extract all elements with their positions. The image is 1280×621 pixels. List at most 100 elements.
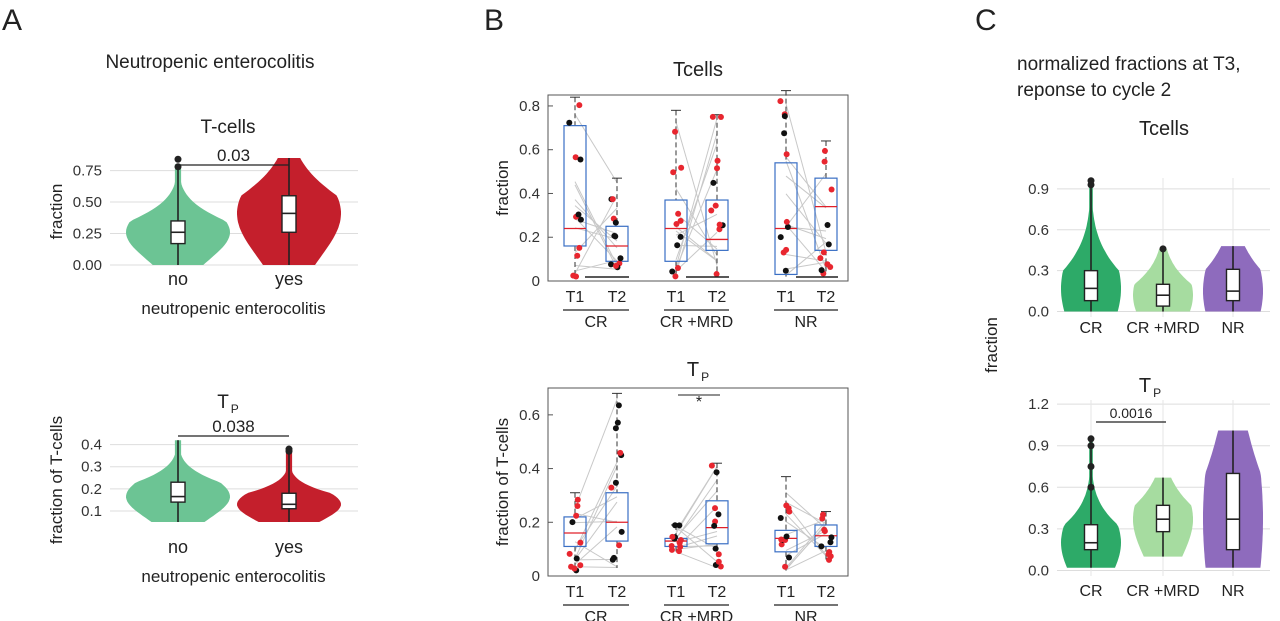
- x-category-label: CR +MRD: [1126, 320, 1199, 337]
- x-category-label: CR: [1079, 583, 1102, 600]
- y-tick-label: 0.4: [519, 185, 540, 202]
- y-axis-label: fraction: [493, 160, 512, 216]
- plot-frame: [547, 94, 849, 282]
- paired-line: [574, 195, 618, 274]
- paired-line: [675, 213, 718, 236]
- group-label: CR: [584, 314, 607, 331]
- data-point: [678, 164, 685, 171]
- paired-line: [574, 264, 618, 270]
- chart-a-tp: 0.1 0.2 0.3 0.4 T P fraction of T-cells no yes ne…: [47, 392, 358, 586]
- paired-line: [574, 461, 618, 551]
- paired-line: [675, 226, 718, 261]
- paired-line: [785, 492, 827, 530]
- y-tick-label: 0.2: [81, 481, 102, 498]
- violin-box: [1225, 268, 1241, 302]
- data-point: [576, 102, 583, 109]
- y-tick-label: 0.9: [1028, 181, 1049, 198]
- data-point: [820, 249, 827, 256]
- paired-line: [675, 543, 718, 550]
- data-point: [608, 261, 615, 268]
- panel-c-letter: C: [975, 4, 997, 37]
- paired-line: [574, 512, 618, 523]
- group-label: CR +MRD: [660, 609, 733, 621]
- paired-line: [785, 224, 827, 240]
- paired-line: [785, 241, 827, 276]
- paired-line: [785, 103, 827, 253]
- data-point: [577, 562, 584, 569]
- box: [605, 225, 629, 262]
- data-point: [824, 221, 831, 228]
- data-point: [715, 558, 722, 565]
- paired-line: [574, 399, 618, 509]
- x-tick-label: T2: [708, 584, 727, 601]
- paired-line: [785, 193, 827, 244]
- data-point: [670, 169, 677, 176]
- paired-line: [785, 520, 827, 569]
- data-point: [566, 550, 573, 557]
- data-point: [672, 128, 679, 135]
- data-point: [827, 553, 834, 560]
- data-point: [566, 119, 573, 126]
- outlier-point: [1087, 442, 1095, 450]
- paired-line: [574, 114, 618, 183]
- paired-line: [785, 501, 827, 525]
- chart-a-tcells: 0.00 0.25 0.50 0.75 T-cells fraction no yes neut…: [47, 117, 358, 318]
- data-point: [577, 156, 584, 163]
- data-point: [574, 502, 581, 509]
- y-tick-label: 0.3: [1028, 521, 1049, 538]
- group-label: NR: [794, 314, 817, 331]
- panel-a-heading: Neutropenic enterocolitis: [105, 52, 314, 73]
- y-axis-label: fraction of T-cells: [493, 418, 512, 546]
- data-point: [668, 546, 675, 553]
- data-point: [573, 512, 580, 519]
- x-axis-label: neutropenic enterocolitis: [141, 299, 325, 318]
- plot-frame: [547, 387, 849, 577]
- data-point: [616, 542, 623, 549]
- data-point: [818, 267, 825, 274]
- y-tick-label: 0.6: [1028, 479, 1049, 496]
- data-point: [669, 533, 676, 540]
- data-point: [783, 151, 790, 158]
- paired-line: [785, 173, 827, 228]
- x-category-label: no: [168, 269, 188, 289]
- data-point: [784, 224, 791, 231]
- y-tick-label: 0.6: [519, 407, 540, 424]
- paired-line: [785, 550, 827, 571]
- data-point: [610, 554, 617, 561]
- x-category-label: yes: [275, 269, 303, 289]
- box: [774, 529, 798, 553]
- data-point: [712, 505, 719, 512]
- data-point: [612, 262, 619, 269]
- chart-title: Tcells: [673, 59, 723, 81]
- violin-box: [1083, 269, 1099, 302]
- outlier-point: [285, 447, 293, 455]
- p-value-label: 0.03: [217, 146, 250, 165]
- paired-line: [574, 205, 618, 242]
- data-point: [577, 539, 584, 546]
- data-point: [576, 244, 583, 251]
- x-category-label: NR: [1221, 320, 1244, 337]
- group-label: NR: [794, 609, 817, 621]
- box: [774, 162, 798, 276]
- data-point: [617, 449, 624, 456]
- data-point: [781, 130, 788, 137]
- data-point: [777, 98, 784, 105]
- data-point: [677, 217, 684, 224]
- y-tick-label: 0.2: [519, 514, 540, 531]
- y-axis-label: fraction of T-cells: [47, 416, 66, 544]
- data-point: [612, 425, 619, 432]
- data-point: [777, 514, 784, 521]
- data-point: [824, 261, 831, 268]
- y-tick-label: 0.25: [73, 226, 102, 243]
- y-tick-label: 0.2: [519, 229, 540, 246]
- paired-line: [785, 160, 827, 270]
- data-point: [714, 165, 721, 172]
- data-point: [672, 522, 679, 529]
- y-axis-label: fraction: [47, 184, 66, 240]
- data-point: [675, 210, 682, 217]
- x-category-label: CR: [1079, 320, 1102, 337]
- paired-line: [574, 496, 618, 520]
- significance-star: *: [696, 394, 702, 411]
- data-point: [612, 219, 619, 226]
